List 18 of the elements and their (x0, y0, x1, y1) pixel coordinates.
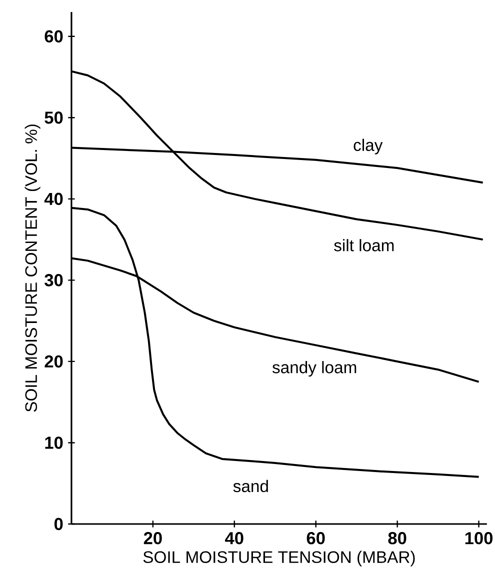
x-tick-label: 80 (388, 532, 406, 544)
y-tick-label: 0 (54, 518, 63, 530)
series-label: sandy loam (272, 361, 356, 377)
series-label: clay (354, 138, 383, 154)
y-tick-label: 60 (44, 30, 63, 43)
x-axis-title: SOIL MOISTURE TENSION (MBAR) (143, 550, 415, 566)
series-label: sand (233, 480, 268, 492)
y-tick-label: 40 (44, 192, 63, 206)
x-tick-label: 60 (306, 532, 325, 544)
x-tick-label: 40 (225, 532, 244, 544)
series-label: silt loam (334, 239, 394, 252)
y-axis-title: SOIL MOISTURE CONTENT (VOL. %) (24, 124, 40, 412)
y-tick-label: 30 (44, 274, 63, 286)
y-tick-label: 10 (45, 436, 63, 449)
y-tick-label: 50 (44, 112, 63, 124)
x-tick-label: 100 (465, 532, 493, 544)
y-tick-label: 20 (44, 355, 63, 368)
x-tick-label: 20 (144, 532, 162, 544)
